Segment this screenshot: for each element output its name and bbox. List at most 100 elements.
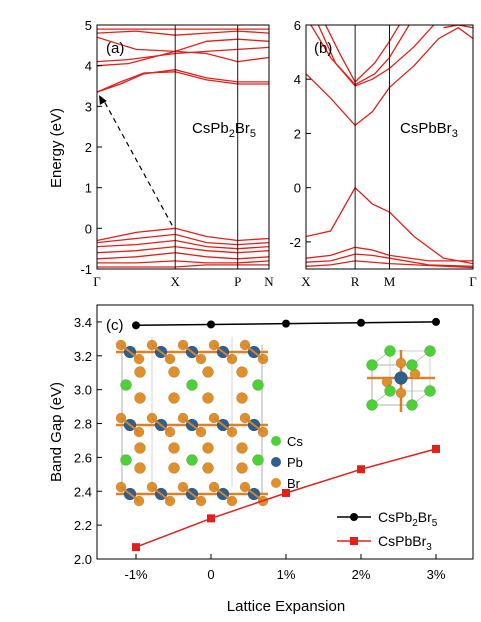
band-1 [306, 246, 473, 262]
cspb2br5-crystal-structure [115, 337, 269, 507]
br-atom-1 [236, 392, 248, 404]
pb-br-bond [120, 417, 140, 433]
cspbbr3-crystal-structure [366, 345, 436, 412]
cs-atom [424, 345, 436, 357]
band-2 [97, 252, 269, 260]
xtick-label-3: Γ [469, 274, 477, 289]
xtick-label-0: X [301, 274, 311, 289]
atom-legend-br: Br [287, 476, 301, 491]
br-atom-0 [202, 366, 214, 378]
legend-label-cspbbr3: CsPbBr3 [378, 533, 432, 553]
series-0-point-1 [207, 320, 215, 329]
pb-br-bond [151, 344, 171, 360]
series-0-point-3 [357, 318, 365, 327]
c-ytick-label-7: 3.4 [74, 315, 92, 330]
pb-br-bond [244, 344, 264, 360]
pb-br-bond [151, 486, 171, 502]
pb-br-bond [213, 344, 233, 360]
cs-atom [186, 454, 198, 466]
band-10 [97, 46, 269, 63]
br-atom-2 [168, 442, 180, 454]
atom-legend: Cs Pb Br [271, 434, 303, 491]
panel-a-label: (a) [106, 40, 124, 57]
cs-atom [384, 345, 396, 357]
ytick-label-6: 5 [85, 18, 92, 33]
br-atom-0 [134, 366, 146, 378]
xtick-label-3: N [264, 274, 274, 289]
series-1-point-4 [432, 444, 440, 453]
ytick-label-1: 0 [85, 221, 92, 236]
series-legend: CsPb2Br5 CsPbBr3 [337, 509, 438, 553]
series-0-point-4 [432, 317, 440, 326]
br-atom-3 [202, 462, 214, 474]
pb-br-bond [182, 344, 202, 360]
indirect-gap-arrow [102, 98, 173, 226]
panel-c-series [132, 317, 440, 552]
c-xtick-label-4: 3% [427, 567, 446, 582]
cs-atom [186, 379, 198, 391]
xtick-label-0: Γ [93, 274, 101, 289]
br-atom-3 [134, 462, 146, 474]
pb-br-bond [213, 486, 233, 502]
series-0-point-0 [132, 321, 140, 330]
panel-b-ytick-marks [306, 24, 311, 243]
band-5 [310, 25, 435, 87]
ytick-label-0: -2 [289, 235, 301, 250]
band-0 [97, 264, 269, 268]
ytick-label-3: 4 [294, 72, 301, 87]
pb-br-bond [182, 417, 202, 433]
cs-atom [366, 359, 378, 371]
br-atom-0 [168, 366, 180, 378]
band-7 [325, 25, 400, 83]
br-atom-3 [168, 462, 180, 474]
panel-c-frame [96, 304, 474, 560]
c-ytick-label-4: 2.8 [74, 417, 92, 432]
br-atom-1 [202, 392, 214, 404]
ytick-label-5: 4 [85, 59, 92, 74]
c-ytick-label-0: 2.0 [74, 552, 92, 567]
panel-b-ytick-labels: -2 0 2 4 6 [289, 18, 301, 250]
band-3 [97, 245, 269, 254]
panel-a-ytick-marks [97, 24, 102, 270]
band-6 [97, 227, 269, 242]
panel-c-xlabel: Lattice Expansion [227, 598, 345, 615]
cs-atom [424, 385, 436, 397]
band-0 [306, 186, 473, 265]
series-0-point-2 [282, 319, 290, 328]
cs-atom [406, 359, 418, 371]
br-atom [395, 357, 407, 369]
panel-c: Band Gap (eV) Lattice Expansion (c) 2.02… [48, 304, 474, 615]
panel-a-ytick-labels: -1 0 1 2 3 4 5 [80, 18, 92, 277]
c-xtick-label-0: -1% [124, 567, 148, 582]
c-ytick-label-5: 3.0 [74, 383, 92, 398]
br-atom-2 [236, 442, 248, 454]
band-12 [97, 30, 269, 36]
c-xtick-label-3: 2% [352, 567, 371, 582]
series-1-point-2 [282, 488, 290, 497]
panel-b-kpoint-lines [354, 25, 390, 269]
series-1-point-3 [357, 465, 365, 474]
indirect-gap-arrowhead [99, 95, 107, 105]
pb-br-bond [244, 417, 264, 433]
xtick-label-1: R [351, 274, 360, 289]
ytick-label-1: 0 [294, 181, 301, 196]
br-atom-0 [236, 366, 248, 378]
ytick-label-2: 2 [294, 126, 301, 141]
ytick-label-2: 1 [85, 181, 92, 196]
panel-c-x-axis: -1% 0 1% 2% 3% [124, 554, 446, 582]
cs-atom [120, 454, 132, 466]
pb-br-bond [120, 344, 140, 360]
cs-atom-swatch [271, 436, 281, 446]
xtick-label-2: P [234, 274, 241, 289]
ytick-label-3: 2 [85, 140, 92, 155]
band-4 [97, 239, 269, 250]
br-atom-3 [236, 462, 248, 474]
pb-br-bond [244, 486, 264, 502]
panel-b-label: (b) [314, 40, 332, 57]
panel-a-compound: CsPb2Br5 [192, 120, 256, 140]
pb-br-bond [182, 486, 202, 502]
panel-a-kpoint-lines [174, 25, 239, 269]
panel-a-frame [96, 24, 270, 270]
